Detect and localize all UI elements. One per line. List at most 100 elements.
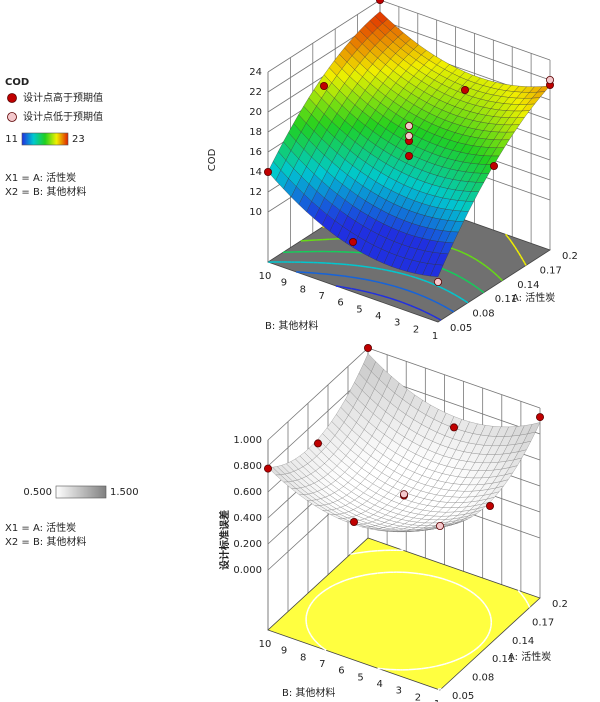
contour-line	[489, 616, 492, 620]
contour-line	[416, 667, 422, 670]
contour-line	[433, 315, 438, 319]
contour-line	[463, 586, 468, 590]
contour-line	[480, 641, 485, 645]
contour-line	[477, 260, 480, 263]
contour-line	[464, 300, 469, 304]
contour-line	[371, 266, 377, 270]
contour-line	[446, 289, 452, 294]
contour-line	[454, 582, 460, 586]
legend-label: 设计点低于预期值	[23, 110, 103, 123]
contour-line	[513, 245, 516, 248]
contour-line	[419, 278, 424, 282]
contour-line	[366, 291, 372, 294]
contour-line	[499, 277, 503, 282]
contour-line	[341, 286, 347, 289]
y-tick-label: 10	[259, 639, 272, 650]
contour-line	[480, 289, 485, 294]
contour-line	[476, 595, 481, 600]
factor-label: X1 = A: 活性炭	[5, 171, 76, 184]
contour-line	[508, 237, 512, 242]
contour-line	[371, 550, 378, 553]
contour-line	[483, 603, 486, 606]
z-axis-label: 设计标准误差	[218, 510, 231, 570]
x-tick-label: 0.14	[517, 280, 539, 291]
design-point	[263, 167, 272, 176]
contour-line	[457, 249, 462, 253]
contour-line	[524, 598, 527, 601]
contour-line	[406, 303, 412, 307]
contour-line	[442, 305, 448, 309]
contour-line	[493, 272, 498, 277]
contour-line	[380, 667, 386, 670]
contour-line	[386, 269, 392, 272]
contour-line	[489, 628, 492, 632]
contour-line	[429, 313, 435, 317]
z-tick-label: 10	[249, 207, 262, 218]
contour-line	[403, 288, 409, 292]
contour-line	[394, 285, 400, 289]
contour-line	[327, 273, 334, 276]
x-axis-label: A: 活性炭	[508, 650, 551, 663]
contour-line	[308, 631, 312, 635]
contour-line	[486, 607, 490, 613]
contour-line	[450, 580, 456, 584]
contour-line	[306, 627, 310, 632]
contour-line	[464, 253, 470, 257]
contour-line	[310, 635, 314, 639]
contour-line	[354, 575, 360, 579]
y-tick-label: 10	[259, 271, 272, 282]
contour-line	[439, 303, 444, 307]
contour-line	[316, 593, 321, 598]
contour-line	[423, 279, 429, 283]
z-tick-label: 22	[249, 87, 262, 98]
x-tick-label: 0.17	[540, 265, 562, 276]
contour-line	[450, 291, 455, 295]
y-tick-label: 4	[375, 311, 381, 322]
contour-line	[389, 284, 395, 288]
contour-line	[473, 648, 477, 652]
colorbar	[21, 132, 69, 146]
contour-line	[375, 280, 381, 284]
contour-line	[345, 578, 350, 581]
design-point	[363, 343, 372, 352]
design-point	[349, 518, 358, 527]
y-tick-label: 3	[396, 686, 402, 697]
z-tick-label: 1.000	[233, 435, 262, 446]
y-tick-label: 3	[394, 318, 400, 329]
contour-line	[349, 276, 356, 279]
legend-label: 设计点高于预期值	[23, 91, 103, 104]
design-point	[489, 161, 498, 170]
colorbar-label: 0.500	[23, 487, 52, 498]
contour-line	[516, 249, 520, 254]
y-tick-label: 8	[300, 284, 306, 295]
contour-line	[320, 645, 325, 650]
contour-line	[452, 248, 458, 252]
contour-line	[482, 601, 486, 605]
contour-line	[460, 297, 466, 302]
x-tick-label: 0.08	[472, 309, 494, 320]
contour-line	[450, 660, 454, 663]
contour-line	[360, 277, 365, 281]
contour-line	[478, 288, 482, 291]
contour-line	[459, 656, 464, 660]
contour-line	[414, 276, 420, 280]
contour-line	[306, 609, 309, 613]
surface-patch	[429, 264, 444, 278]
contour-line	[457, 274, 460, 278]
y-tick-label: 7	[319, 659, 325, 670]
contour-line	[356, 288, 362, 292]
contour-line	[527, 603, 531, 608]
contour-line	[458, 275, 462, 279]
y-tick-label: 6	[338, 666, 344, 677]
factor-label: X1 = A: 活性炭	[5, 521, 76, 534]
contour-line	[414, 306, 420, 310]
contour-line	[332, 583, 336, 587]
contour-line	[466, 588, 471, 592]
contour-line	[472, 256, 477, 261]
colorbar-label: 11	[5, 134, 18, 145]
x-tick-label: 0.11	[492, 654, 514, 665]
contour-line	[474, 285, 479, 289]
contour-line	[482, 263, 487, 267]
y-tick-label: 9	[281, 646, 287, 657]
contour-line	[487, 630, 491, 635]
